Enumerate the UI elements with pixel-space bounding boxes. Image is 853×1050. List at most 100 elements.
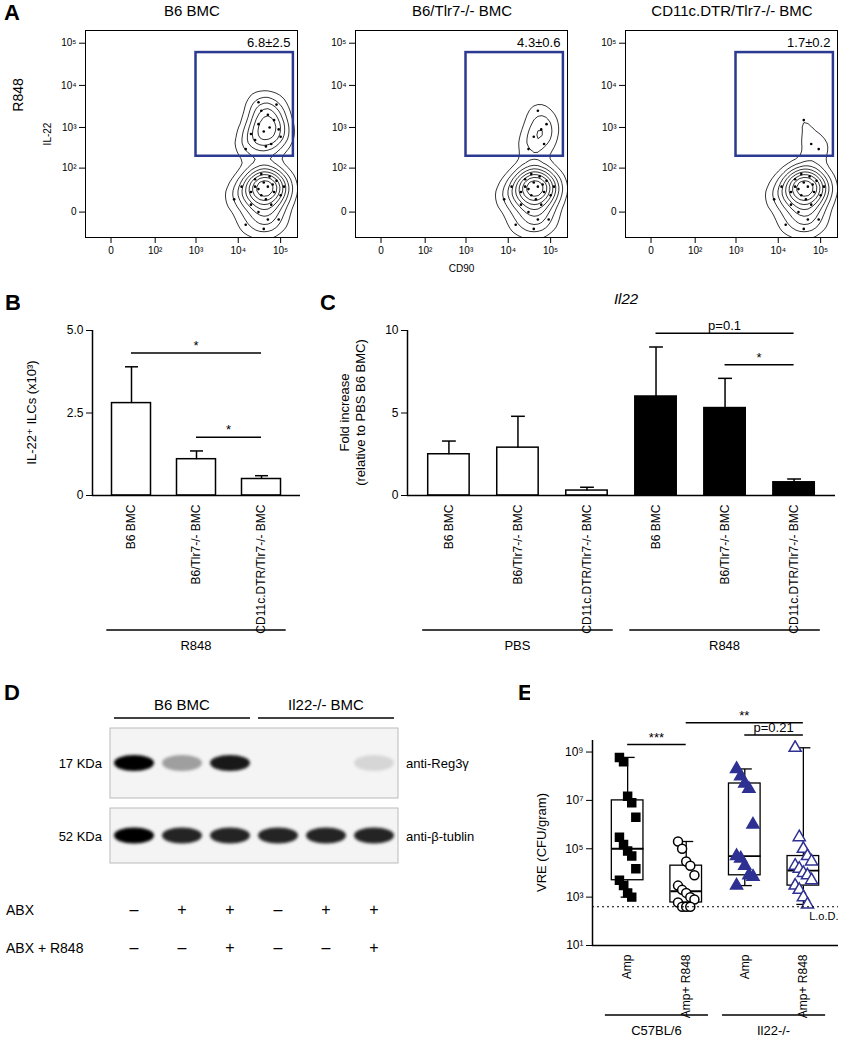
svg-text:R848: R848: [10, 78, 26, 112]
svg-text:10⁴: 10⁴: [601, 80, 616, 91]
svg-text:0: 0: [108, 245, 114, 256]
svg-text:10⁵: 10⁵: [601, 37, 616, 48]
svg-text:+: +: [225, 901, 234, 918]
svg-text:CD90: CD90: [449, 263, 475, 274]
svg-text:4.3±0.6: 4.3±0.6: [517, 35, 560, 50]
svg-text:10²: 10²: [62, 162, 77, 173]
svg-text:10⁴: 10⁴: [231, 245, 246, 256]
svg-text:10⁵: 10⁵: [61, 37, 76, 48]
svg-text:10²: 10²: [602, 162, 617, 173]
svg-text:10⁹: 10⁹: [565, 745, 584, 759]
svg-text:+: +: [177, 901, 186, 918]
svg-text:0: 0: [77, 488, 84, 502]
svg-text:ABX + R848: ABX + R848: [6, 940, 84, 956]
svg-text:10⁵: 10⁵: [331, 37, 346, 48]
svg-text:52 KDa: 52 KDa: [59, 829, 103, 844]
svg-text:5: 5: [392, 406, 399, 420]
svg-text:CD11c.DTR/Tlr7-/- BMC: CD11c.DTR/Tlr7-/- BMC: [787, 504, 801, 633]
svg-text:Amp+ R848: Amp+ R848: [679, 954, 693, 1018]
svg-text:10³: 10³: [602, 122, 617, 133]
svg-text:10³: 10³: [566, 890, 583, 904]
svg-text:6.8±2.5: 6.8±2.5: [247, 35, 290, 50]
svg-text:B6/Tlr7-/- BMC: B6/Tlr7-/- BMC: [511, 504, 525, 584]
svg-text:10⁴: 10⁴: [331, 80, 346, 91]
svg-text:10⁴: 10⁴: [771, 245, 786, 256]
svg-text:anti-Reg3γ: anti-Reg3γ: [406, 756, 469, 771]
svg-text:CD11c.DTR/Tlr7-/- BMC: CD11c.DTR/Tlr7-/- BMC: [580, 504, 594, 633]
svg-text:Amp: Amp: [620, 954, 634, 979]
svg-text:0: 0: [611, 206, 617, 217]
svg-text:anti-β-tublin: anti-β-tublin: [406, 829, 474, 844]
svg-text:5.0: 5.0: [67, 323, 84, 337]
svg-text:PBS: PBS: [504, 638, 530, 653]
svg-text:10⁵: 10⁵: [273, 245, 288, 256]
svg-text:–: –: [130, 939, 139, 956]
svg-text:B6 BMC: B6 BMC: [124, 504, 138, 549]
svg-text:–: –: [178, 939, 187, 956]
svg-text:IL-22⁺ ILCs (x10³): IL-22⁺ ILCs (x10³): [24, 360, 39, 464]
svg-text:ABX: ABX: [6, 902, 35, 918]
svg-text:VRE (CFU/gram): VRE (CFU/gram): [534, 793, 549, 892]
html-text:A: A: [4, 0, 20, 25]
svg-text:10²: 10²: [418, 245, 433, 256]
svg-text:–: –: [274, 939, 283, 956]
svg-text:Il22-/-: Il22-/-: [757, 1023, 790, 1038]
svg-text:10⁴: 10⁴: [61, 80, 76, 91]
svg-text:10³: 10³: [729, 245, 744, 256]
svg-text:B6/Tlr7-/- BMC: B6/Tlr7-/- BMC: [718, 504, 732, 584]
svg-text:2.5: 2.5: [67, 406, 84, 420]
svg-text:10⁷: 10⁷: [566, 793, 584, 807]
svg-text:CD11c.DTR/Tlr7-/- BMC: CD11c.DTR/Tlr7-/- BMC: [254, 504, 268, 633]
svg-text:**: **: [739, 708, 749, 723]
svg-text:10: 10: [385, 323, 399, 337]
svg-text:B6/Tlr7-/- BMC: B6/Tlr7-/- BMC: [189, 504, 203, 584]
svg-text:Fold increase(relative to PBS: Fold increase(relative to PBS B6 BMC): [337, 339, 368, 486]
svg-text:–: –: [130, 901, 139, 918]
svg-text:10⁴: 10⁴: [501, 245, 516, 256]
html-text:B6/Tlr7-/- BMC: B6/Tlr7-/- BMC: [412, 2, 512, 19]
svg-text:IL-22: IL-22: [42, 122, 53, 145]
svg-text:10⁵: 10⁵: [565, 842, 583, 856]
svg-text:R848: R848: [180, 638, 211, 653]
svg-text:*: *: [226, 422, 231, 437]
svg-text:B6 BMC: B6 BMC: [442, 504, 456, 549]
svg-text:–: –: [274, 901, 283, 918]
html-text:B6 BMC: B6 BMC: [164, 2, 220, 19]
svg-text:B6 BMC: B6 BMC: [154, 696, 210, 713]
svg-text:Il22: Il22: [614, 290, 639, 307]
svg-text:10³: 10³: [189, 245, 204, 256]
svg-text:+: +: [321, 901, 330, 918]
svg-text:–: –: [322, 939, 331, 956]
svg-text:L.o.D.: L.o.D.: [809, 910, 838, 922]
svg-text:1.7±0.2: 1.7±0.2: [787, 35, 830, 50]
svg-text:B6 BMC: B6 BMC: [649, 504, 663, 549]
svg-text:+: +: [369, 939, 378, 956]
svg-text:10⁵: 10⁵: [813, 245, 828, 256]
svg-text:Amp: Amp: [738, 954, 752, 979]
svg-text:17 KDa: 17 KDa: [59, 756, 103, 771]
svg-text:+: +: [225, 939, 234, 956]
svg-text:0: 0: [71, 206, 77, 217]
svg-text:0: 0: [648, 245, 654, 256]
svg-text:0: 0: [341, 206, 347, 217]
svg-text:10²: 10²: [688, 245, 703, 256]
svg-text:10⁵: 10⁵: [543, 245, 558, 256]
svg-text:*: *: [193, 338, 198, 353]
html-text:CD11c.DTR/Tlr7-/- BMC: CD11c.DTR/Tlr7-/- BMC: [651, 2, 813, 19]
svg-text:10³: 10³: [332, 122, 347, 133]
svg-text:0: 0: [378, 245, 384, 256]
svg-text:10¹: 10¹: [566, 938, 583, 952]
svg-text:p=0.1: p=0.1: [708, 318, 741, 333]
svg-text:***: ***: [649, 730, 664, 745]
svg-text:10²: 10²: [332, 162, 347, 173]
svg-text:10³: 10³: [459, 245, 474, 256]
svg-text:R848: R848: [709, 638, 740, 653]
svg-text:*: *: [757, 350, 762, 365]
svg-text:10³: 10³: [62, 122, 77, 133]
svg-text:Il22-/- BMC: Il22-/- BMC: [288, 696, 364, 713]
svg-text:Amp+ R848: Amp+ R848: [796, 954, 810, 1018]
svg-text:C57BL/6: C57BL/6: [631, 1023, 682, 1038]
svg-text:0: 0: [392, 488, 399, 502]
svg-text:+: +: [369, 901, 378, 918]
svg-text:10²: 10²: [148, 245, 163, 256]
